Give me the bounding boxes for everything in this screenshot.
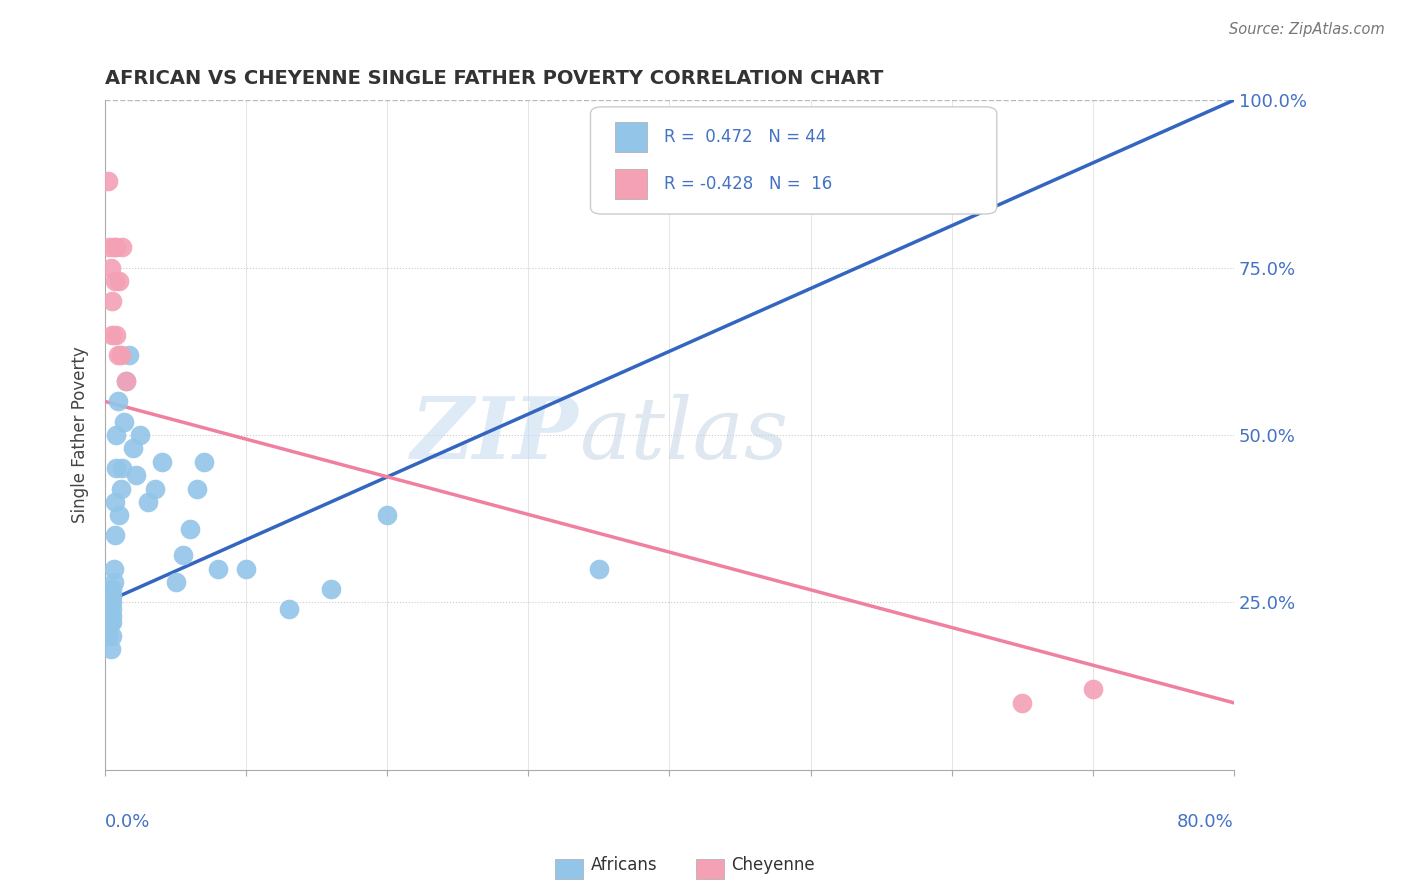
- Point: [101, 602, 124, 616]
- Point: [98, 615, 121, 630]
- Point: [103, 575, 125, 590]
- Text: R =  0.472   N = 44: R = 0.472 N = 44: [664, 128, 827, 145]
- Point: [884, 113, 907, 128]
- FancyBboxPatch shape: [591, 107, 997, 214]
- Point: [97, 629, 120, 643]
- Point: [125, 468, 148, 483]
- Point: [103, 562, 125, 576]
- Point: [165, 575, 187, 590]
- Point: [101, 629, 124, 643]
- Point: [101, 595, 124, 609]
- Point: [193, 455, 215, 469]
- Point: [118, 348, 141, 362]
- Point: [101, 608, 124, 623]
- Point: [107, 394, 129, 409]
- Text: Africans: Africans: [591, 856, 657, 874]
- Point: [101, 582, 124, 596]
- Point: [111, 240, 134, 254]
- Text: AFRICAN VS CHEYENNE SINGLE FATHER POVERTY CORRELATION CHART: AFRICAN VS CHEYENNE SINGLE FATHER POVERT…: [105, 69, 883, 87]
- Point: [108, 274, 131, 288]
- Point: [377, 508, 399, 523]
- Point: [122, 442, 145, 456]
- Point: [150, 455, 173, 469]
- Text: Cheyenne: Cheyenne: [731, 856, 814, 874]
- Text: Source: ZipAtlas.com: Source: ZipAtlas.com: [1229, 22, 1385, 37]
- Point: [111, 461, 134, 475]
- FancyBboxPatch shape: [616, 121, 647, 152]
- Point: [101, 615, 124, 630]
- Point: [101, 327, 124, 342]
- Text: R = -0.428   N =  16: R = -0.428 N = 16: [664, 175, 832, 194]
- Point: [172, 549, 194, 563]
- Point: [186, 482, 208, 496]
- Point: [101, 589, 124, 603]
- Point: [105, 428, 128, 442]
- Point: [105, 240, 128, 254]
- Point: [207, 562, 229, 576]
- Point: [1081, 682, 1104, 697]
- Point: [110, 348, 132, 362]
- Text: 0.0%: 0.0%: [105, 814, 150, 831]
- FancyBboxPatch shape: [616, 169, 647, 199]
- Point: [129, 428, 152, 442]
- Point: [588, 562, 610, 576]
- Point: [100, 642, 122, 657]
- Point: [104, 274, 127, 288]
- Point: [179, 522, 201, 536]
- Point: [277, 602, 299, 616]
- Point: [98, 240, 121, 254]
- Point: [104, 528, 127, 542]
- Point: [112, 415, 135, 429]
- Point: [98, 602, 121, 616]
- Point: [1011, 696, 1033, 710]
- Point: [136, 495, 159, 509]
- Point: [104, 495, 127, 509]
- Point: [143, 482, 166, 496]
- Y-axis label: Single Father Poverty: Single Father Poverty: [72, 347, 89, 524]
- Point: [100, 260, 122, 275]
- Point: [103, 240, 125, 254]
- Text: 80.0%: 80.0%: [1177, 814, 1234, 831]
- Point: [115, 375, 138, 389]
- Point: [97, 173, 120, 187]
- Point: [101, 294, 124, 309]
- Point: [107, 348, 129, 362]
- Point: [100, 595, 122, 609]
- Point: [110, 482, 132, 496]
- Text: atlas: atlas: [579, 393, 789, 476]
- Point: [105, 327, 128, 342]
- Point: [100, 615, 122, 630]
- Point: [319, 582, 342, 596]
- Text: ZIP: ZIP: [412, 393, 579, 476]
- Point: [115, 375, 138, 389]
- Point: [108, 508, 131, 523]
- Point: [105, 461, 128, 475]
- Point: [235, 562, 257, 576]
